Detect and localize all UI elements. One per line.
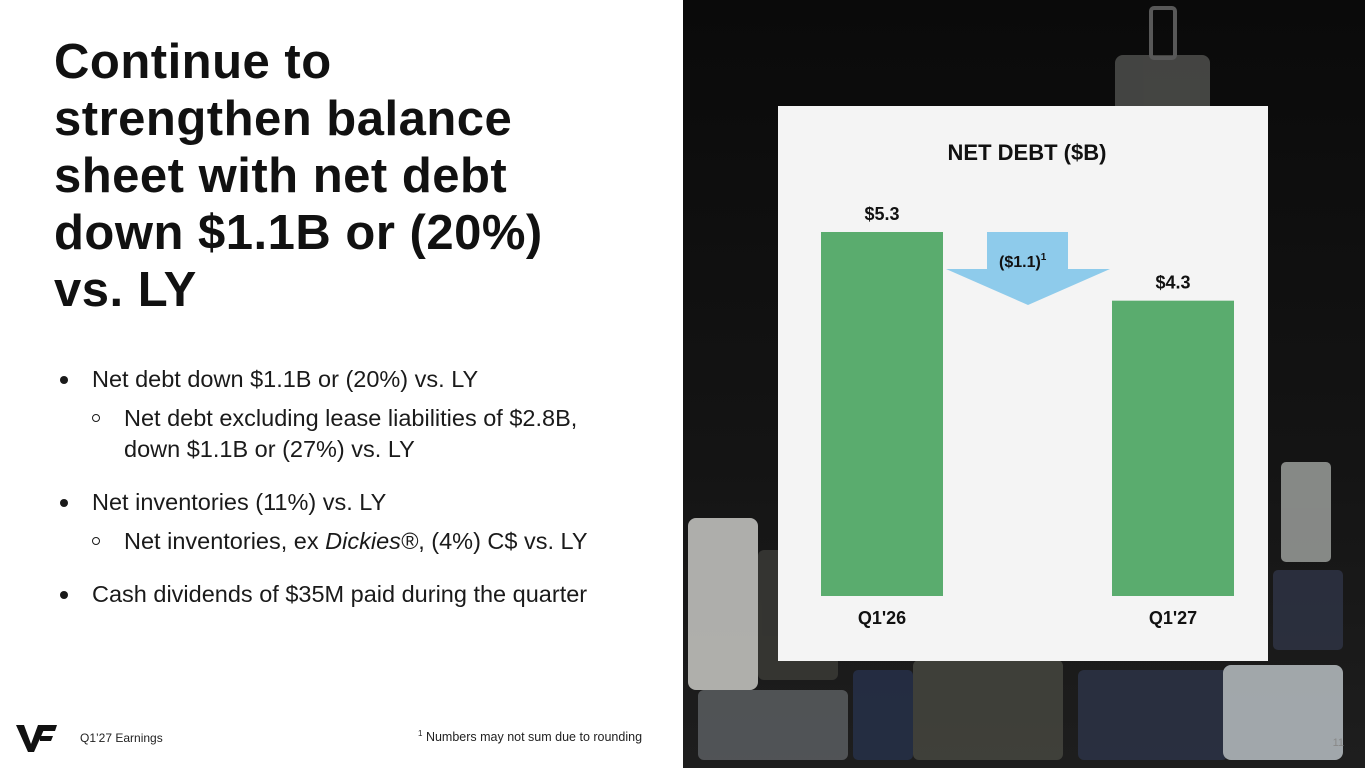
title-line: sheet with net debt [54,149,508,203]
bar [1112,300,1234,596]
category-label: Q1'27 [1149,608,1197,628]
sub-bullet: Net inventories, ex Dickies®, (4%) C$ vs… [92,526,604,557]
footnote-marker: 1 [418,729,423,738]
footer: Q1’27 Earnings [80,731,163,745]
bullet-list: Net debt down $1.1B or (20%) vs. LY Net … [60,364,620,632]
sub-text: Net inventories, ex [124,528,326,554]
change-arrow [946,232,1110,305]
title-line: vs. LY [54,263,197,317]
chart-panel: 11 NET DEBT ($B) $5.3 Q1'26 $4.3 Q1'27 ($1.1)… [683,0,1365,768]
footnote-text: Numbers may not sum due to rounding [425,730,643,744]
bullet: Net debt down $1.1B or (20%) vs. LY Net … [60,364,592,465]
chart-title: NET DEBT ($B) [948,140,1107,165]
change-value: ($1.1) [999,254,1041,271]
footnote: 1 Numbers may not sum due to rounding [418,729,642,744]
change-label: ($1.1)1 [999,252,1047,271]
title-line: strengthen balance [54,92,513,146]
bar [821,232,943,596]
brand: Dickies® [325,528,419,554]
bullet-text: Net inventories (11%) vs. LY [92,489,387,515]
value-label: $4.3 [1155,273,1190,293]
value-label: $5.3 [864,204,899,224]
logo [16,725,57,752]
bullet: Net inventories (11%) vs. LY Net invento… [60,487,592,557]
category-label: Q1'26 [858,608,906,628]
slide-title: Continue to strengthen balance sheet wit… [54,34,543,319]
text-panel: Continue to strengthen balance sheet wit… [16,34,643,752]
title-line: down $1.1B or (20%) [54,206,543,260]
sub-text: , (4%) C$ vs. LY [418,528,588,554]
bullet-text: Cash dividends of $35M paid during the q… [92,581,588,607]
page-number: 11 [1333,737,1344,749]
title-line: Continue to [54,35,332,89]
bullet-text: Net debt down $1.1B or (20%) vs. LY [92,366,479,392]
change-note: 1 [1041,252,1047,263]
sub-bullet: Net debt excluding lease liabilities of … [92,403,604,465]
bullet: Cash dividends of $35M paid during the q… [60,579,592,610]
